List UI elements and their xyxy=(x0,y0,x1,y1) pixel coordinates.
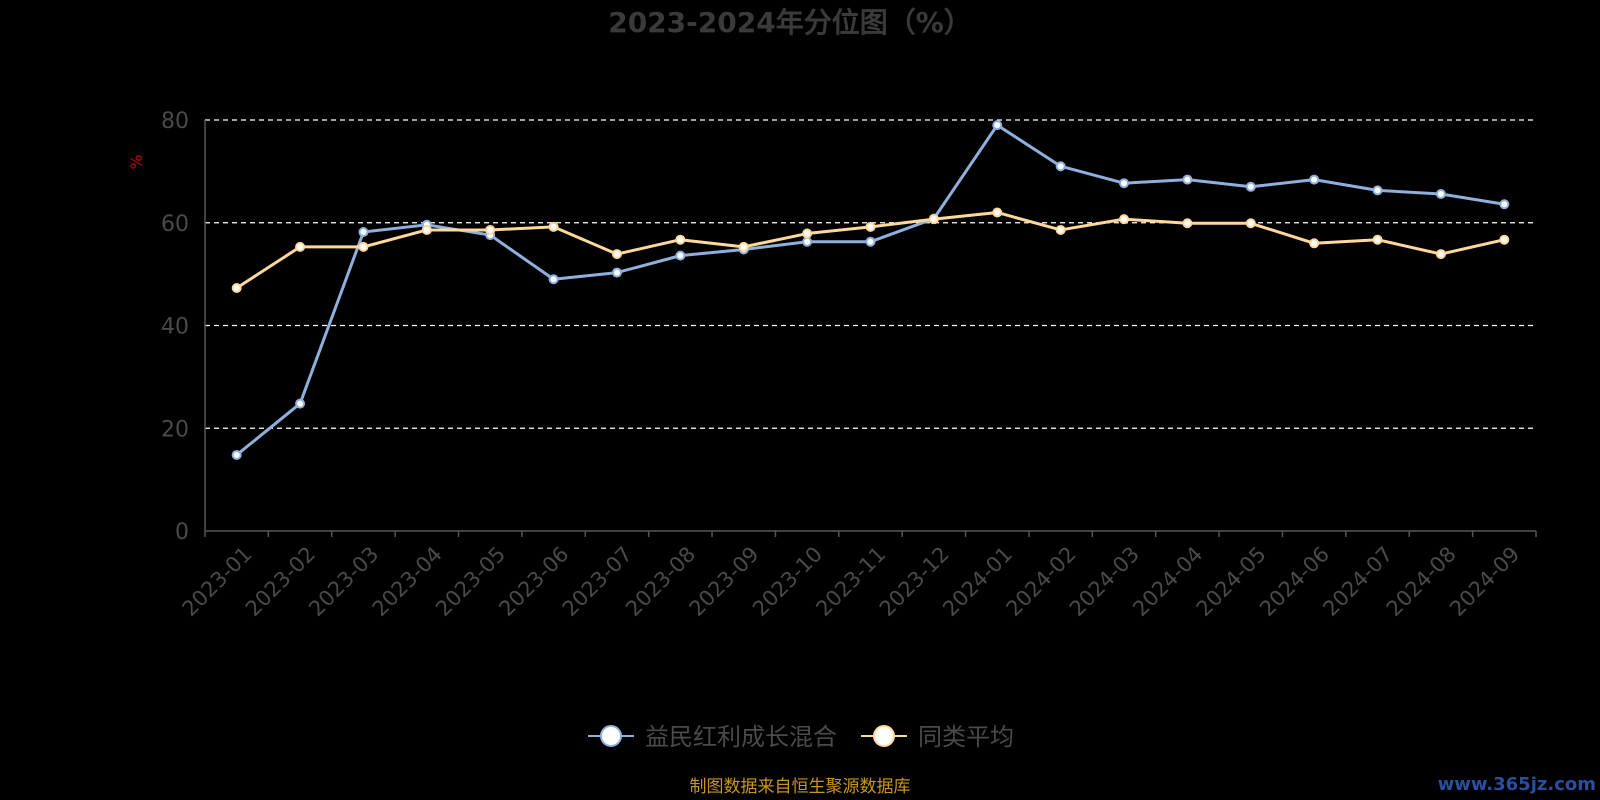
grid-lines xyxy=(205,119,1536,429)
data-point xyxy=(231,282,242,293)
y-tick-label: 40 xyxy=(161,315,189,340)
data-point xyxy=(1499,234,1510,245)
data-point xyxy=(802,228,813,239)
data-point xyxy=(1435,249,1446,260)
data-point xyxy=(548,274,559,285)
y-tick-label: 60 xyxy=(161,212,189,237)
data-point xyxy=(928,214,939,225)
data-point xyxy=(485,224,496,235)
data-point xyxy=(1435,188,1446,199)
data-point xyxy=(611,267,622,278)
x-tick-label: 2024-09 xyxy=(1445,542,1524,621)
data-point xyxy=(611,249,622,260)
y-tick-label: 20 xyxy=(161,417,189,442)
data-point xyxy=(548,221,559,232)
data-point xyxy=(295,398,306,409)
data-point xyxy=(1182,218,1193,229)
data-point xyxy=(1055,224,1066,235)
data-point xyxy=(865,221,876,232)
axes xyxy=(204,120,1537,537)
data-point xyxy=(295,241,306,252)
data-point xyxy=(421,224,432,235)
data-point xyxy=(675,250,686,261)
data-point xyxy=(1309,174,1320,185)
data-point xyxy=(1119,178,1130,189)
data-point xyxy=(865,236,876,247)
y-axis-ticks: 0 20 40 60 80 xyxy=(161,109,189,545)
legend-marker xyxy=(600,725,622,747)
y-tick-label: 80 xyxy=(161,109,189,134)
data-point xyxy=(1182,174,1193,185)
data-point xyxy=(358,226,369,237)
legend-label: 益民红利成长混合 xyxy=(645,723,837,751)
y-tick-label: 0 xyxy=(175,520,189,545)
data-point xyxy=(231,449,242,460)
data-point xyxy=(1119,214,1130,225)
data-point xyxy=(1245,218,1256,229)
data-point xyxy=(1499,199,1510,210)
legend-label: 同类平均 xyxy=(918,723,1014,751)
data-point xyxy=(675,234,686,245)
source-note: 制图数据来自恒生聚源数据库 xyxy=(690,777,911,797)
x-axis-ticks: 2023-012023-022023-032023-042023-052023-… xyxy=(178,542,1525,621)
data-point xyxy=(358,241,369,252)
y-axis-label: % xyxy=(127,154,146,169)
data-point xyxy=(1055,161,1066,172)
legend-marker xyxy=(873,725,895,747)
series-points xyxy=(231,120,1510,460)
data-point xyxy=(1309,238,1320,249)
legend[interactable]: 益民红利成长混合 同类平均 xyxy=(588,723,1014,751)
data-point xyxy=(802,236,813,247)
data-point xyxy=(738,241,749,252)
data-point xyxy=(1372,234,1383,245)
data-point xyxy=(992,207,1003,218)
watermark: www.365jz.com xyxy=(1438,774,1596,795)
chart-title: 2023-2024年分位图（%） xyxy=(608,6,972,39)
data-point xyxy=(1245,181,1256,192)
data-point xyxy=(992,120,1003,131)
data-point xyxy=(1372,185,1383,196)
